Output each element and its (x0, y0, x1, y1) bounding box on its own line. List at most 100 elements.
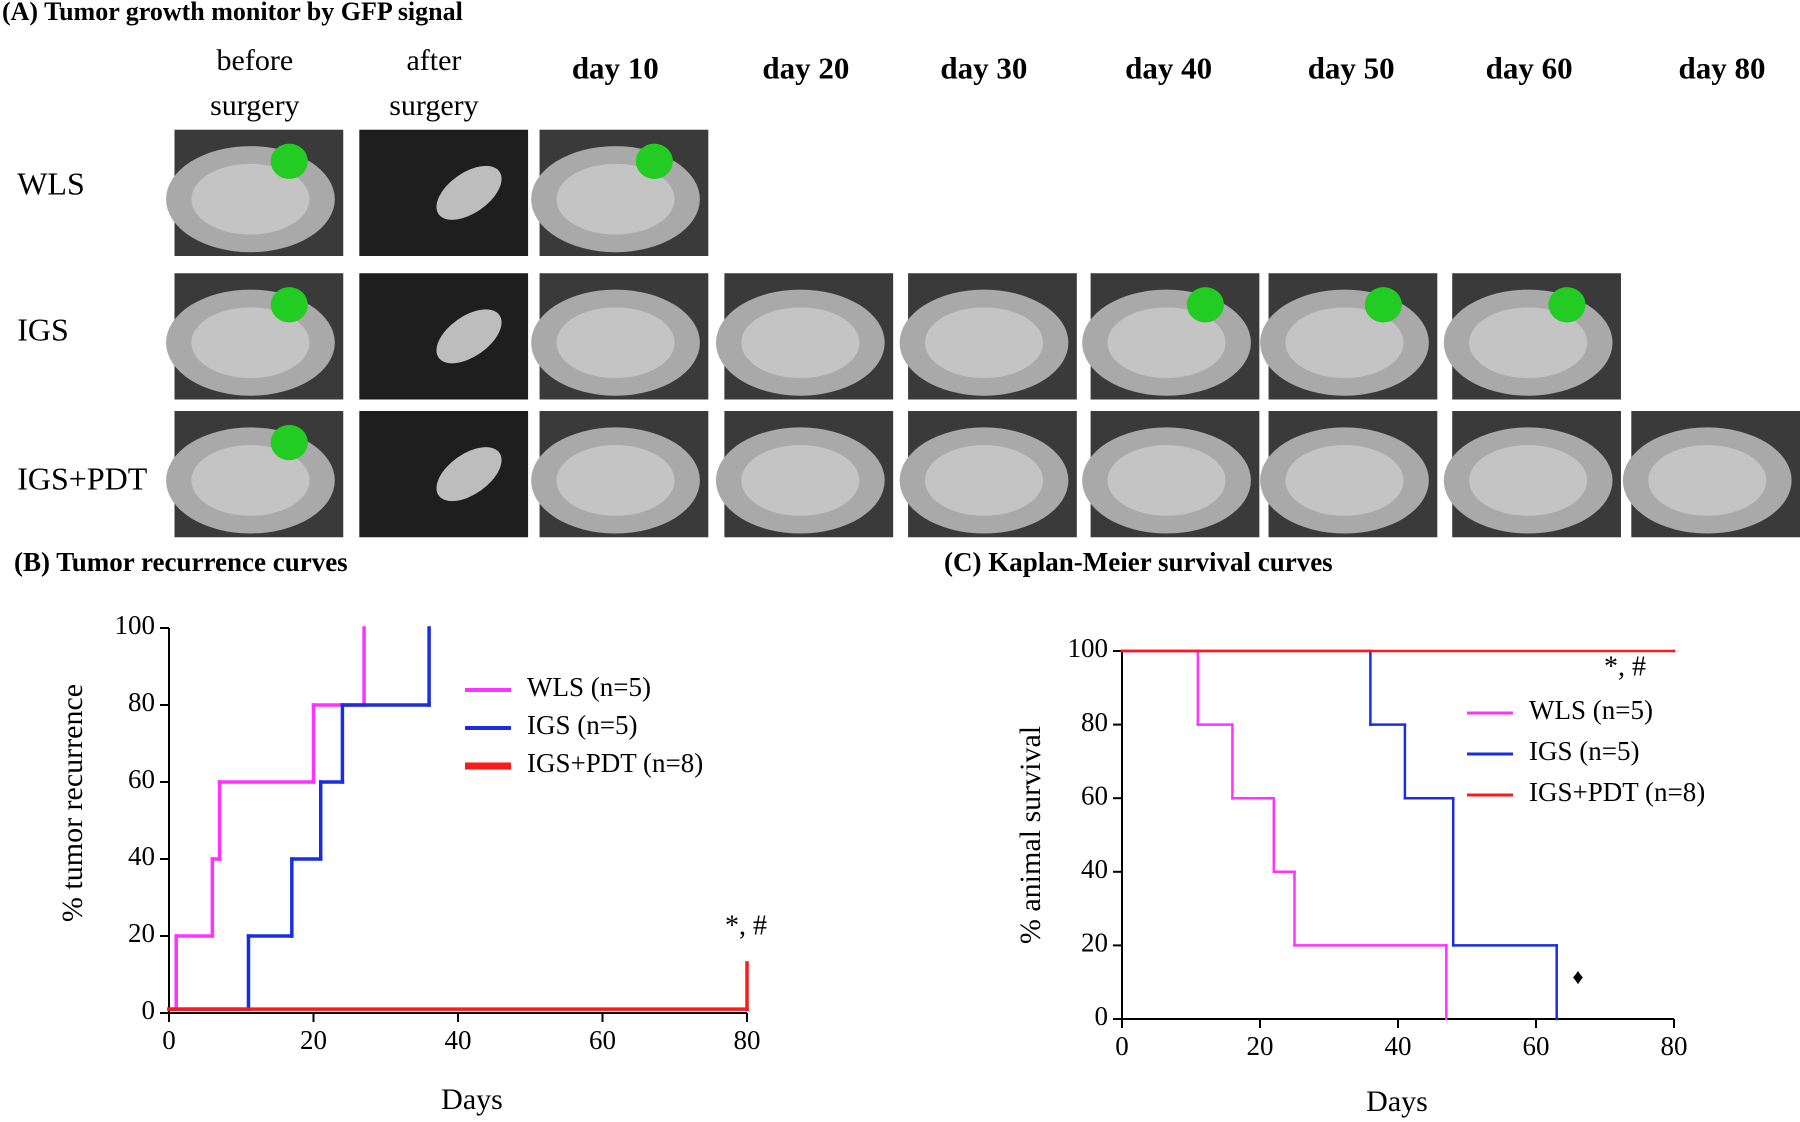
mouse-image (166, 273, 344, 400)
gfp-signal (270, 287, 308, 323)
mouse-body-highlight (924, 445, 1044, 516)
mouse-body-highlight (556, 445, 675, 516)
legend-label: IGS+PDT (n=8) (1529, 777, 1705, 807)
mouse-image (1260, 273, 1438, 400)
y-tick-label: 0 (142, 995, 156, 1025)
column-header: after (406, 44, 461, 77)
y-tick-label: 80 (1081, 707, 1108, 737)
y-axis-label: % tumor recurrence (56, 684, 89, 922)
column-header: day 50 (1308, 50, 1395, 85)
x-tick-label: 40 (445, 1025, 472, 1055)
x-tick-label: 20 (300, 1025, 327, 1055)
mouse-image (531, 129, 709, 257)
chart-title: (C) Kaplan-Meier survival curves (944, 547, 1333, 577)
mouse-body-highlight (1469, 445, 1588, 516)
mouse-body-highlight (556, 163, 675, 235)
x-tick-label: 80 (1661, 1031, 1688, 1061)
gfp-signal (1186, 287, 1224, 323)
y-tick-label: 60 (1081, 780, 1108, 810)
mouse-body-highlight (924, 307, 1044, 379)
column-header: day 30 (940, 50, 1027, 85)
mouse-image (1443, 410, 1621, 538)
mouse-body-highlight (741, 307, 860, 379)
gfp-signal (270, 424, 308, 461)
mouse-image (1260, 410, 1438, 538)
step-series (167, 961, 749, 1011)
mouse-body-highlight (1107, 307, 1226, 379)
y-tick-label: 20 (128, 918, 155, 948)
y-tick-label: 20 (1081, 928, 1108, 958)
x-tick-label: 0 (162, 1025, 176, 1055)
gfp-signal (1548, 287, 1586, 323)
x-axis-label: Days (1366, 1085, 1428, 1118)
step-series (1120, 649, 1558, 1021)
row-label: IGS+PDT (17, 461, 148, 497)
mouse-image (899, 273, 1077, 400)
y-tick-label: 40 (128, 841, 155, 871)
legend-label: IGS (n=5) (527, 710, 637, 740)
column-header: surgery (210, 89, 299, 122)
step-series (167, 626, 366, 1011)
column-header: day 40 (1125, 50, 1212, 85)
x-tick-label: 60 (1523, 1031, 1550, 1061)
x-tick-label: 60 (589, 1025, 616, 1055)
mouse-body (436, 447, 502, 502)
y-tick-label: 80 (128, 687, 155, 717)
column-header: day 10 (572, 50, 659, 85)
mouse-body (436, 165, 502, 220)
row-label: IGS (17, 311, 69, 347)
mouse-image (1443, 273, 1621, 400)
annotation: ♦ (1572, 964, 1583, 989)
legend-label: IGS+PDT (n=8) (527, 748, 703, 778)
column-header: day 80 (1679, 50, 1766, 85)
column-header: surgery (389, 89, 478, 122)
gfp-signal (1364, 287, 1402, 323)
column-header: day 60 (1486, 50, 1573, 85)
x-axis-label: Days (441, 1083, 503, 1116)
mouse-body-highlight (556, 307, 675, 379)
annotation: *, # (1604, 651, 1646, 682)
x-tick-label: 40 (1385, 1031, 1412, 1061)
mouse-body-highlight (1285, 307, 1404, 379)
y-axis-label: % animal survival (1014, 726, 1047, 944)
y-tick-label: 100 (1068, 633, 1109, 663)
gfp-signal (635, 143, 673, 179)
step-series (167, 626, 431, 1011)
y-tick-label: 100 (115, 610, 156, 640)
x-tick-label: 20 (1247, 1031, 1274, 1061)
mouse-image (899, 410, 1077, 538)
y-tick-label: 0 (1095, 1001, 1109, 1031)
mouse-body-highlight (1648, 445, 1767, 516)
legend-label: IGS (n=5) (1529, 736, 1639, 766)
mouse-image (1082, 273, 1260, 400)
y-tick-label: 40 (1081, 854, 1108, 884)
mouse-image (359, 129, 529, 257)
mouse-image (531, 273, 709, 400)
gfp-signal (270, 143, 308, 179)
mouse-body (436, 309, 502, 364)
column-header: day 20 (762, 50, 849, 85)
panel-a-title: (A) Tumor growth monitor by GFP signal (2, 0, 463, 26)
legend-label: WLS (n=5) (1529, 695, 1653, 725)
row-label: WLS (17, 165, 85, 201)
y-tick-label: 60 (128, 764, 155, 794)
mouse-image (359, 273, 529, 400)
mouse-image (166, 410, 344, 538)
x-tick-label: 80 (734, 1025, 761, 1055)
annotation: *, # (725, 910, 767, 941)
step-series (1120, 649, 1448, 1021)
x-tick-label: 0 (1115, 1031, 1129, 1061)
mouse-body-highlight (741, 445, 860, 516)
mouse-image (359, 410, 529, 538)
mouse-body-highlight (1285, 445, 1404, 516)
mouse-image (1082, 410, 1260, 538)
mouse-body-highlight (1469, 307, 1588, 379)
mouse-image (166, 129, 344, 257)
mouse-image (1622, 410, 1800, 538)
chart-title: (B) Tumor recurrence curves (14, 547, 348, 577)
mouse-body-highlight (1107, 445, 1226, 516)
mouse-body-highlight (191, 163, 310, 235)
mouse-body-highlight (191, 307, 310, 379)
